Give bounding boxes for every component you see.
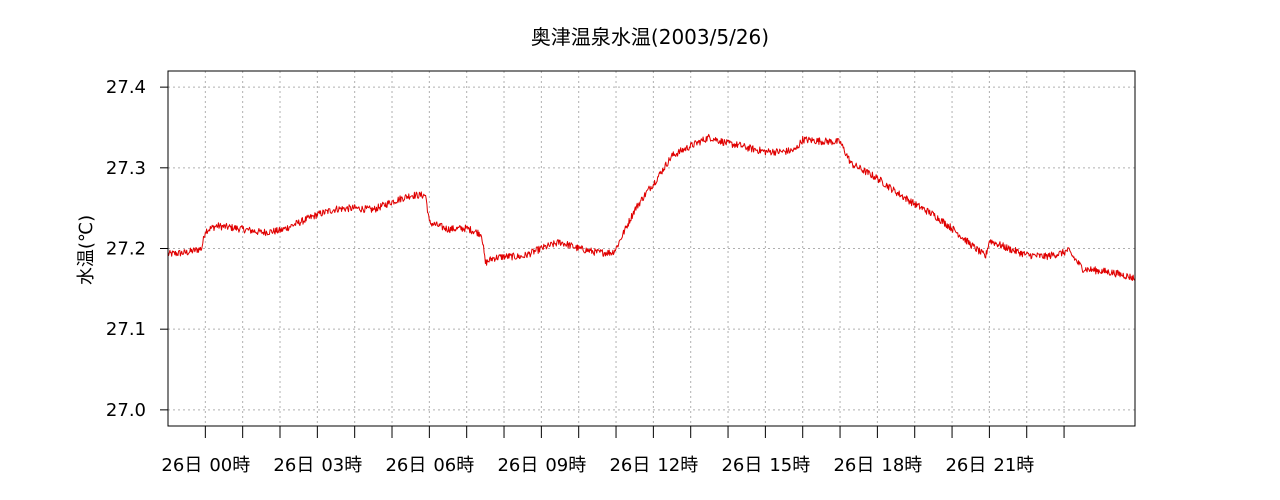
x-axis: 26日 00時 26日 03時 26日 06時 26日 09時 26日 12時 26日 15時 26日 1… bbox=[161, 426, 1065, 476]
x-tick-label-date: 26日 bbox=[161, 455, 202, 476]
x-tick-label-hour: 09時 bbox=[545, 455, 586, 476]
x-tick-label-hour: 00時 bbox=[209, 455, 250, 476]
series-line bbox=[167, 133, 1136, 281]
y-tick-label: 27.2 bbox=[106, 239, 146, 260]
x-tick-label-hour: 18時 bbox=[881, 455, 922, 476]
y-tick-label: 27.4 bbox=[106, 77, 146, 98]
x-tick-label-hour: 15時 bbox=[769, 455, 810, 476]
x-tick-label-date: 26日 bbox=[833, 455, 874, 476]
y-tick-label: 27.3 bbox=[106, 158, 146, 179]
y-tick-label: 27.0 bbox=[106, 400, 146, 421]
x-tick-label-date: 26日 bbox=[721, 455, 762, 476]
y-axis-label: 水温(℃) bbox=[76, 215, 97, 285]
chart-title: 奥津温泉水温(2003/5/26) bbox=[531, 25, 769, 49]
y-axis: 27.0 27.1 27.2 27.3 27.4 bbox=[106, 77, 168, 421]
x-tick-label-hour: 03時 bbox=[321, 455, 362, 476]
series-layer bbox=[167, 133, 1136, 281]
x-tick-label-hour: 21時 bbox=[993, 455, 1034, 476]
y-tick-label: 27.1 bbox=[106, 319, 146, 340]
x-tick-label-hour: 12時 bbox=[657, 455, 698, 476]
x-tick-label-date: 26日 bbox=[945, 455, 986, 476]
grid bbox=[168, 71, 1135, 426]
x-tick-label-date: 26日 bbox=[273, 455, 314, 476]
x-tick-label-hour: 06時 bbox=[433, 455, 474, 476]
x-tick-label-date: 26日 bbox=[497, 455, 538, 476]
x-tick-label-date: 26日 bbox=[609, 455, 650, 476]
x-tick-label-date: 26日 bbox=[385, 455, 426, 476]
